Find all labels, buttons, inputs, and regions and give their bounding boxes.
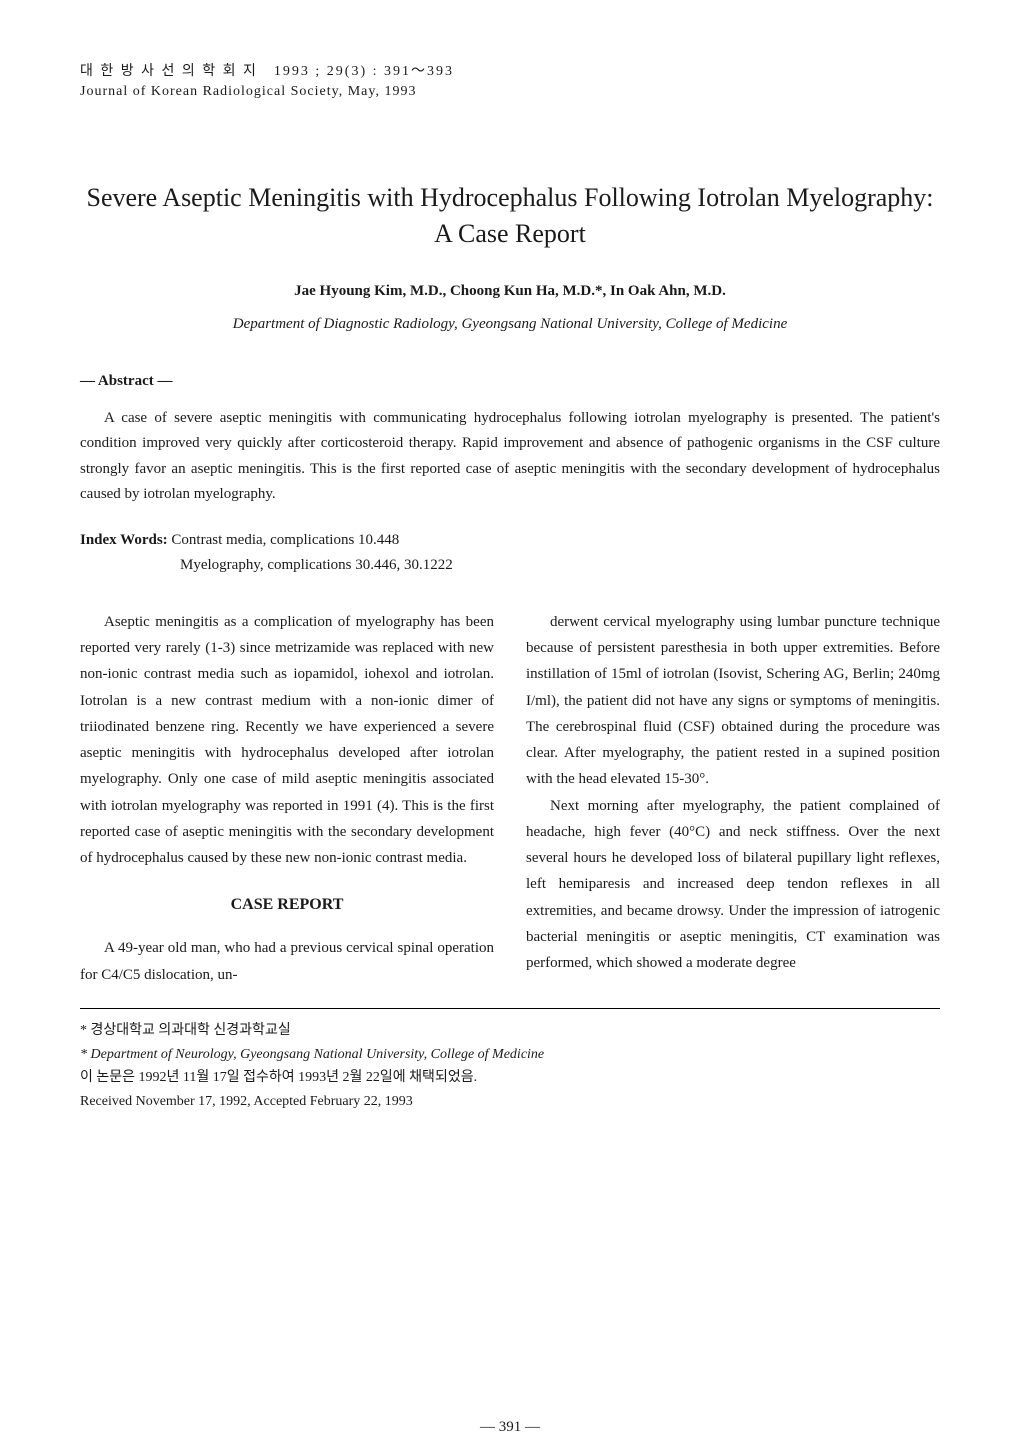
article-title: Severe Aseptic Meningitis with Hydroceph… — [80, 180, 940, 253]
index-words-line2: Myelography, complications 30.446, 30.12… — [180, 553, 940, 579]
footnotes: * 경상대학교 의과대학 신경과학교실 * Department of Neur… — [80, 1019, 940, 1114]
case-report-para1-cont: derwent cervical myelography using lumba… — [526, 609, 940, 793]
abstract-text: A case of severe aseptic meningitis with… — [80, 406, 940, 508]
left-column: Aseptic meningitis as a complication of … — [80, 609, 494, 988]
index-words-line1: Contrast media, complications 10.448 — [168, 532, 400, 548]
journal-header-english: Journal of Korean Radiological Society, … — [80, 84, 940, 100]
case-report-para1: A 49-year old man, who had a previous ce… — [80, 935, 494, 988]
journal-header-korean: 대 한 방 사 선 의 학 회 지 1993 ; 29(3) : 391～393 — [80, 60, 940, 80]
body-columns: Aseptic meningitis as a complication of … — [80, 609, 940, 988]
intro-paragraph: Aseptic meningitis as a complication of … — [80, 609, 494, 872]
footnote-korean-dates: 이 논문은 1992년 11월 17일 접수하여 1993년 2월 22일에 채… — [80, 1066, 940, 1090]
footnote-divider — [80, 1008, 940, 1009]
right-column: derwent cervical myelography using lumba… — [526, 609, 940, 988]
abstract-label: — Abstract — — [80, 373, 940, 390]
footnote-english-dept: * Department of Neurology, Gyeongsang Na… — [80, 1043, 940, 1067]
case-report-heading: CASE REPORT — [80, 891, 494, 919]
authors-line: Jae Hyoung Kim, M.D., Choong Kun Ha, M.D… — [80, 283, 940, 300]
footnote-korean-dept: * 경상대학교 의과대학 신경과학교실 — [80, 1019, 940, 1043]
index-words: Index Words: Contrast media, complicatio… — [80, 528, 940, 579]
page-number: — 391 — — [0, 1419, 1020, 1436]
case-report-para2: Next morning after myelography, the pati… — [526, 793, 940, 977]
footnote-english-dates: Received November 17, 1992, Accepted Feb… — [80, 1090, 940, 1114]
index-words-label: Index Words: — [80, 532, 168, 548]
department-line: Department of Diagnostic Radiology, Gyeo… — [80, 316, 940, 333]
